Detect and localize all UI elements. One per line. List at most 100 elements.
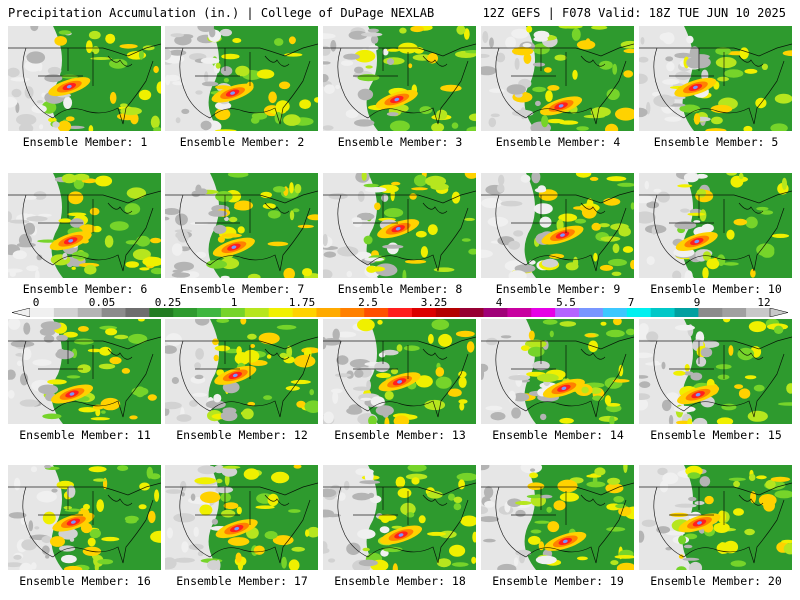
colorbar-swatch bbox=[579, 308, 604, 317]
ensemble-map-panel bbox=[8, 465, 161, 570]
colorbar-swatch bbox=[30, 308, 55, 317]
colorbar-swatch bbox=[173, 308, 198, 317]
precip-map bbox=[639, 319, 792, 424]
colorbar-swatch bbox=[149, 308, 174, 317]
ensemble-member-label: Ensemble Member: 1 bbox=[22, 135, 148, 149]
ensemble-member-label: Ensemble Member: 8 bbox=[337, 282, 463, 296]
precip-map bbox=[8, 319, 161, 424]
precip-map bbox=[165, 465, 318, 570]
precip-map bbox=[8, 173, 161, 278]
ensemble-map-panel bbox=[323, 26, 476, 131]
colorbar-swatch bbox=[125, 308, 150, 317]
ensemble-member-label: Ensemble Member: 11 bbox=[19, 428, 151, 442]
precip-map bbox=[165, 173, 318, 278]
ensemble-map-panel bbox=[639, 26, 792, 131]
colorbar-swatch bbox=[268, 308, 293, 317]
ensemble-member-label: Ensemble Member: 14 bbox=[492, 428, 624, 442]
colorbar-tick-label: 1.75 bbox=[288, 296, 316, 309]
ensemble-member-label: Ensemble Member: 19 bbox=[492, 574, 624, 588]
colorbar-swatch bbox=[292, 308, 317, 317]
precip-map bbox=[639, 465, 792, 570]
ensemble-map-panel bbox=[323, 173, 476, 278]
ensemble-map-panel bbox=[165, 26, 318, 131]
precip-map bbox=[639, 26, 792, 131]
colorbar-swatch bbox=[197, 308, 222, 317]
ensemble-map-panel bbox=[165, 319, 318, 424]
ensemble-member-label: Ensemble Member: 3 bbox=[337, 135, 463, 149]
precip-map bbox=[323, 26, 476, 131]
colorbar-swatch bbox=[244, 308, 270, 317]
ensemble-member-label: Ensemble Member: 7 bbox=[179, 282, 305, 296]
colorbar-tick-label: 0.25 bbox=[154, 296, 182, 309]
ensemble-map-panel bbox=[165, 173, 318, 278]
colorbar-swatch bbox=[602, 308, 628, 317]
colorbar-swatch bbox=[316, 308, 341, 317]
colorbar-tick-label: 9 bbox=[693, 296, 701, 309]
colorbar-tick-label: 0.05 bbox=[88, 296, 116, 309]
colorbar-swatch bbox=[77, 308, 102, 317]
colorbar-swatch bbox=[220, 308, 246, 317]
colorbar-swatch bbox=[626, 308, 651, 317]
colorbar-swatch bbox=[53, 308, 79, 317]
colorbar-tick-label: 1 bbox=[230, 296, 238, 309]
ensemble-map-panel bbox=[8, 319, 161, 424]
colorbar-swatch bbox=[698, 308, 723, 317]
colorbar-tick-label: 12 bbox=[757, 296, 771, 309]
colorbar-swatch bbox=[101, 308, 126, 317]
ensemble-map-panel bbox=[481, 26, 634, 131]
colorbar-swatch bbox=[364, 308, 389, 317]
colorbar-swatch bbox=[746, 308, 771, 317]
ensemble-member-label: Ensemble Member: 15 bbox=[650, 428, 782, 442]
colorbar-swatch bbox=[459, 308, 484, 317]
ensemble-member-label: Ensemble Member: 18 bbox=[334, 574, 466, 588]
colorbar-swatch bbox=[674, 308, 699, 317]
ensemble-map-panel bbox=[323, 465, 476, 570]
precip-map bbox=[481, 319, 634, 424]
precip-map bbox=[481, 26, 634, 131]
ensemble-map-panel bbox=[8, 173, 161, 278]
precip-map bbox=[165, 319, 318, 424]
colorbar-swatch bbox=[507, 308, 532, 317]
ensemble-member-label: Ensemble Member: 10 bbox=[650, 282, 782, 296]
precip-map bbox=[323, 319, 476, 424]
ensemble-map-panel bbox=[165, 465, 318, 570]
ensemble-member-label: Ensemble Member: 5 bbox=[653, 135, 779, 149]
ensemble-map-panel bbox=[481, 465, 634, 570]
precip-colorbar bbox=[12, 308, 788, 317]
precip-map bbox=[8, 26, 161, 131]
ensemble-map-panel bbox=[8, 26, 161, 131]
ensemble-member-label: Ensemble Member: 6 bbox=[22, 282, 148, 296]
colorbar-tick-label: 0 bbox=[32, 296, 40, 309]
colorbar-over-arrow bbox=[769, 308, 788, 317]
ensemble-member-label: Ensemble Member: 12 bbox=[176, 428, 308, 442]
precip-map bbox=[323, 465, 476, 570]
precip-map bbox=[323, 173, 476, 278]
ensemble-member-label: Ensemble Member: 9 bbox=[495, 282, 621, 296]
ensemble-member-label: Ensemble Member: 20 bbox=[650, 574, 782, 588]
ensemble-member-label: Ensemble Member: 17 bbox=[176, 574, 308, 588]
ensemble-member-label: Ensemble Member: 16 bbox=[19, 574, 151, 588]
colorbar-swatch bbox=[722, 308, 747, 317]
colorbar-swatch bbox=[340, 308, 365, 317]
precip-map bbox=[8, 465, 161, 570]
colorbar-swatch bbox=[483, 308, 508, 317]
precip-map bbox=[165, 26, 318, 131]
precip-map bbox=[481, 173, 634, 278]
ensemble-map-panel bbox=[481, 173, 634, 278]
precip-map bbox=[481, 465, 634, 570]
colorbar-tick-label: 4 bbox=[495, 296, 503, 309]
colorbar-tick-label: 7 bbox=[627, 296, 635, 309]
ensemble-map-panel bbox=[323, 319, 476, 424]
ensemble-member-label: Ensemble Member: 13 bbox=[334, 428, 466, 442]
colorbar-swatch bbox=[531, 308, 556, 317]
colorbar-tick-label: 3.25 bbox=[420, 296, 448, 309]
ensemble-map-panel bbox=[639, 173, 792, 278]
ensemble-map-panel bbox=[639, 319, 792, 424]
ensemble-map-panel bbox=[481, 319, 634, 424]
colorbar-swatch bbox=[388, 308, 413, 317]
colorbar-swatch bbox=[555, 308, 580, 317]
ensemble-member-label: Ensemble Member: 4 bbox=[495, 135, 621, 149]
model-run-info: 12Z GEFS | F078 Valid: 18Z TUE JUN 10 20… bbox=[482, 6, 786, 20]
ensemble-member-label: Ensemble Member: 2 bbox=[179, 135, 305, 149]
ensemble-map-panel bbox=[639, 465, 792, 570]
